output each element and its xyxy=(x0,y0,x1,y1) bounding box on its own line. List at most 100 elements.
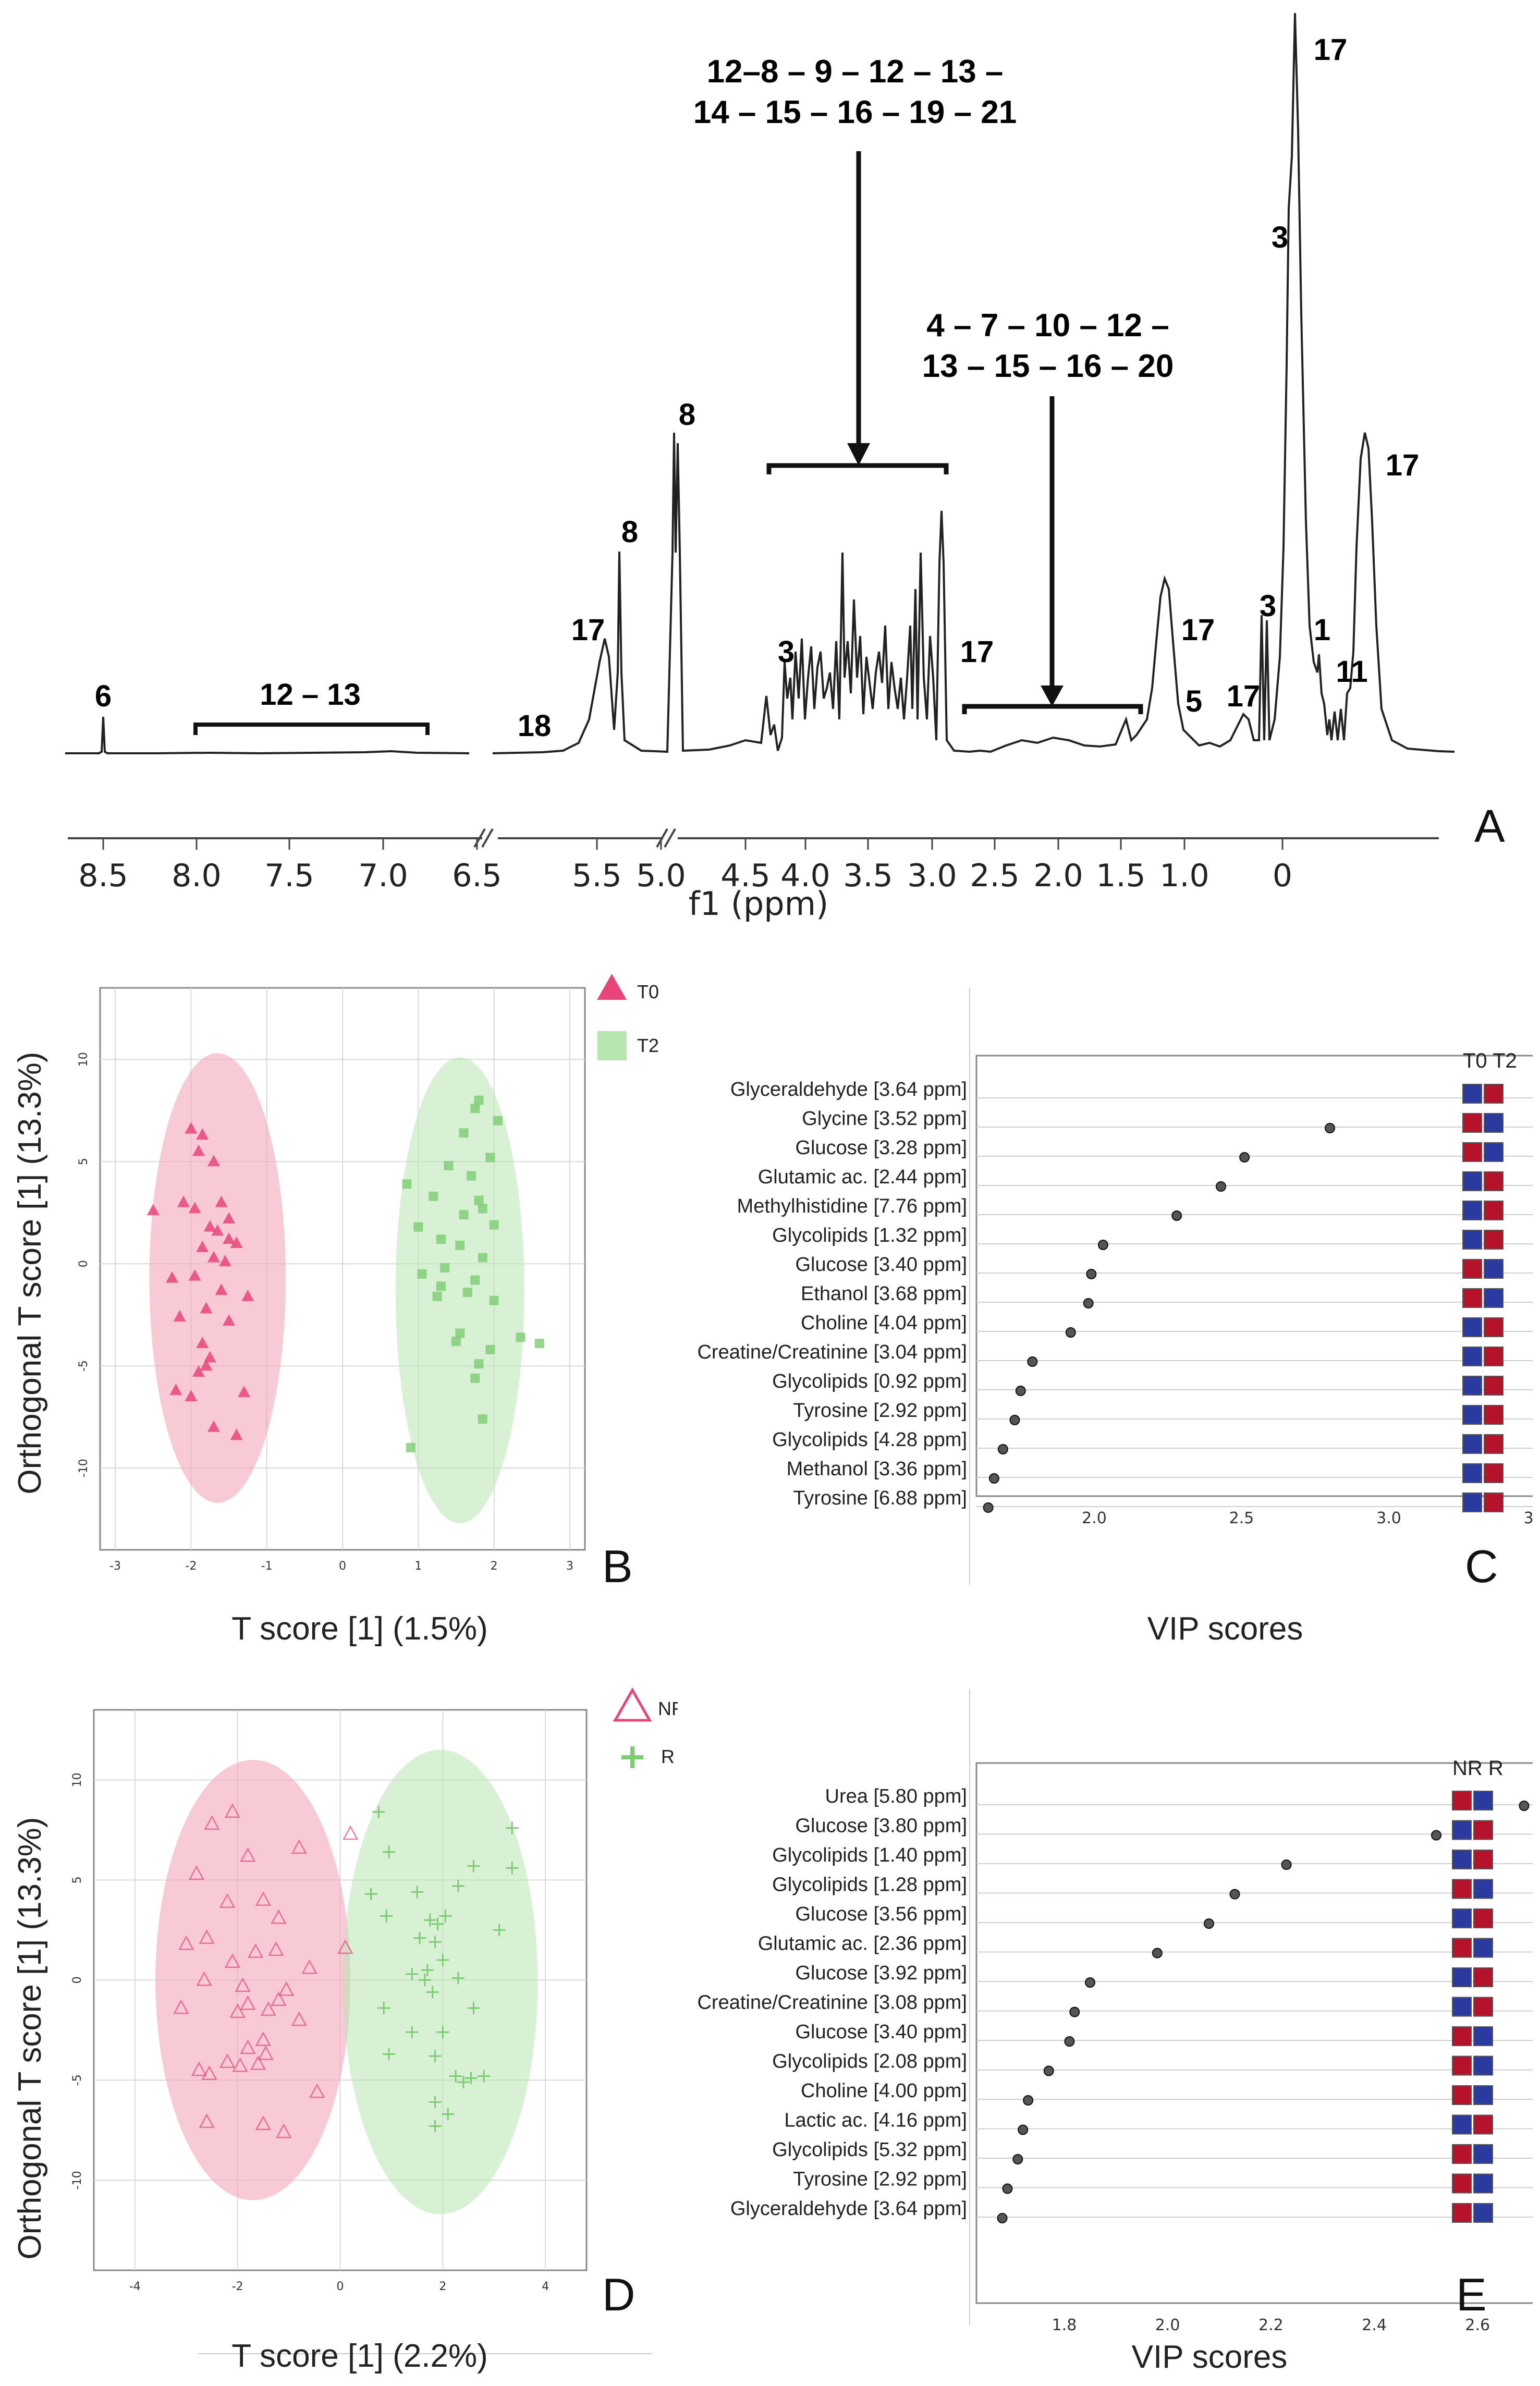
scatter-plot-d: -4 -2 0 2 4 10 5 0 -5 -10 Orthogonal T score [1]… xyxy=(12,1687,678,2374)
point-t2 xyxy=(459,1128,469,1138)
confidence-ellipses-b xyxy=(149,1053,524,1524)
point-r xyxy=(442,2108,455,2121)
peak-label: 8 xyxy=(621,515,638,549)
point-t2 xyxy=(413,1222,423,1232)
point-t0 xyxy=(203,1351,216,1363)
class-box-red xyxy=(1484,1230,1504,1250)
vip-category-label: Glycolipids [1.32 ppm] xyxy=(772,1225,967,1246)
class-box-blue xyxy=(1452,1908,1472,1928)
class-box-red xyxy=(1452,2026,1472,2046)
x-tick-label-a: 1.5 xyxy=(1096,858,1145,894)
vip-category-label: Glucose [3.28 ppm] xyxy=(795,1137,967,1159)
point-r xyxy=(429,1936,442,1949)
vip-point xyxy=(997,2213,1008,2223)
panel-letter-c: C xyxy=(1465,1540,1498,1592)
class-box-blue xyxy=(1462,1084,1482,1104)
point-r xyxy=(451,1972,465,1985)
point-nr xyxy=(301,1959,317,1974)
legend-t2-marker xyxy=(597,1031,627,1060)
vip-point xyxy=(1431,1830,1441,1841)
x-tick-labels-c: 2.0 2.5 3.0 3.5 xyxy=(1082,1509,1533,1527)
point-t0 xyxy=(188,1269,201,1281)
vip-category-label: Glucose [3.40 ppm] xyxy=(795,2021,967,2043)
point-nr xyxy=(224,1803,240,1818)
point-t0 xyxy=(166,1271,179,1283)
plot-frame-e xyxy=(975,1762,1533,2304)
vip-category-label: Tyrosine [2.92 ppm] xyxy=(793,1400,967,1422)
point-t0 xyxy=(223,1314,236,1326)
y-axis-label-d: Orthogonal T score [1] (13.3%) xyxy=(12,1817,48,2260)
class-box-blue xyxy=(1462,1434,1482,1454)
class-box-red xyxy=(1452,1879,1472,1899)
point-nr xyxy=(268,1941,284,1956)
point-t2 xyxy=(417,1269,427,1279)
x-tick-labels-b: -3 -2 -1 0 1 2 3 xyxy=(109,1560,573,1573)
x-tick-label: 2.0 xyxy=(1155,2316,1180,2334)
point-t2 xyxy=(470,1104,480,1114)
class-box-red xyxy=(1462,1259,1482,1279)
point-r xyxy=(418,1974,431,1987)
point-t0 xyxy=(200,1302,213,1314)
bracket-left-group xyxy=(766,151,949,474)
point-r xyxy=(457,2076,470,2089)
point-r xyxy=(411,1886,424,1899)
vip-category-label: Glycine [3.52 ppm] xyxy=(802,1108,967,1130)
class-box-red xyxy=(1484,1171,1504,1191)
vip-point xyxy=(1064,2036,1075,2047)
point-t2 xyxy=(406,1443,415,1452)
vip-point xyxy=(1086,1269,1097,1279)
class-box-blue xyxy=(1462,1347,1482,1366)
point-nr xyxy=(224,1953,240,1968)
point-r xyxy=(467,2002,480,2015)
point-nr xyxy=(271,1991,287,2006)
point-r xyxy=(413,1931,426,1944)
point-r xyxy=(493,1924,506,1937)
point-nr xyxy=(255,2031,271,2046)
point-nr xyxy=(240,1995,256,2010)
x-tick-label: -2 xyxy=(232,2280,243,2293)
vip-point xyxy=(1171,1210,1182,1221)
class-box-blue xyxy=(1473,2173,1493,2194)
point-t2 xyxy=(440,1263,450,1273)
vip-point xyxy=(1027,1356,1038,1367)
class-box-red xyxy=(1452,2203,1472,2223)
confidence-ellipses-d xyxy=(155,1749,538,2214)
class-box-blue xyxy=(1473,2055,1493,2076)
vip-category-label: Glycolipids [4.28 ppm] xyxy=(772,1429,967,1451)
bracket-right-label-line2: 13 – 15 – 16 – 20 xyxy=(922,348,1174,384)
class-box-red xyxy=(1452,2085,1472,2105)
point-r xyxy=(423,1914,436,1927)
point-t0 xyxy=(223,1232,236,1244)
legend-header-c: T0 T2 xyxy=(1463,1049,1517,1072)
point-t2 xyxy=(436,1281,446,1291)
class-box-blue xyxy=(1452,1820,1472,1840)
x-axis-a-ticks xyxy=(102,838,1284,850)
point-nr xyxy=(188,1865,204,1880)
peak-label: 11 xyxy=(1336,655,1367,689)
point-t2 xyxy=(470,1275,480,1285)
points-b xyxy=(146,1095,544,1452)
point-nr xyxy=(309,2083,325,2098)
peak-label: 5 xyxy=(1185,684,1202,718)
peak-label: 17 xyxy=(1386,448,1420,482)
panel-letter-a: A xyxy=(1474,800,1505,852)
point-t0 xyxy=(215,1195,228,1207)
class-box-red xyxy=(1484,1376,1504,1396)
arrow-head-left xyxy=(847,443,870,466)
point-r xyxy=(372,1805,385,1818)
point-t0 xyxy=(192,1144,205,1156)
point-r xyxy=(377,2002,390,2015)
point-nr xyxy=(278,1981,295,1996)
point-r xyxy=(478,2070,491,2083)
point-r xyxy=(383,2048,396,2061)
vip-point xyxy=(1002,2183,1013,2194)
vip-category-label: Glyceraldehyde [3.64 ppm] xyxy=(730,2198,967,2220)
peak-label: 12 – 13 xyxy=(260,678,361,712)
point-t0 xyxy=(196,1128,209,1140)
x-tick-label: 0 xyxy=(339,1560,346,1573)
point-t0 xyxy=(196,1337,209,1349)
class-box-blue xyxy=(1452,1850,1472,1869)
class-box-blue xyxy=(1473,2144,1493,2164)
vip-dot-chart-c: Glyceraldehyde [3.64 ppm] Glycine [3.52 p… xyxy=(697,988,1533,1647)
x-tick-label-a: 7.0 xyxy=(358,858,408,894)
